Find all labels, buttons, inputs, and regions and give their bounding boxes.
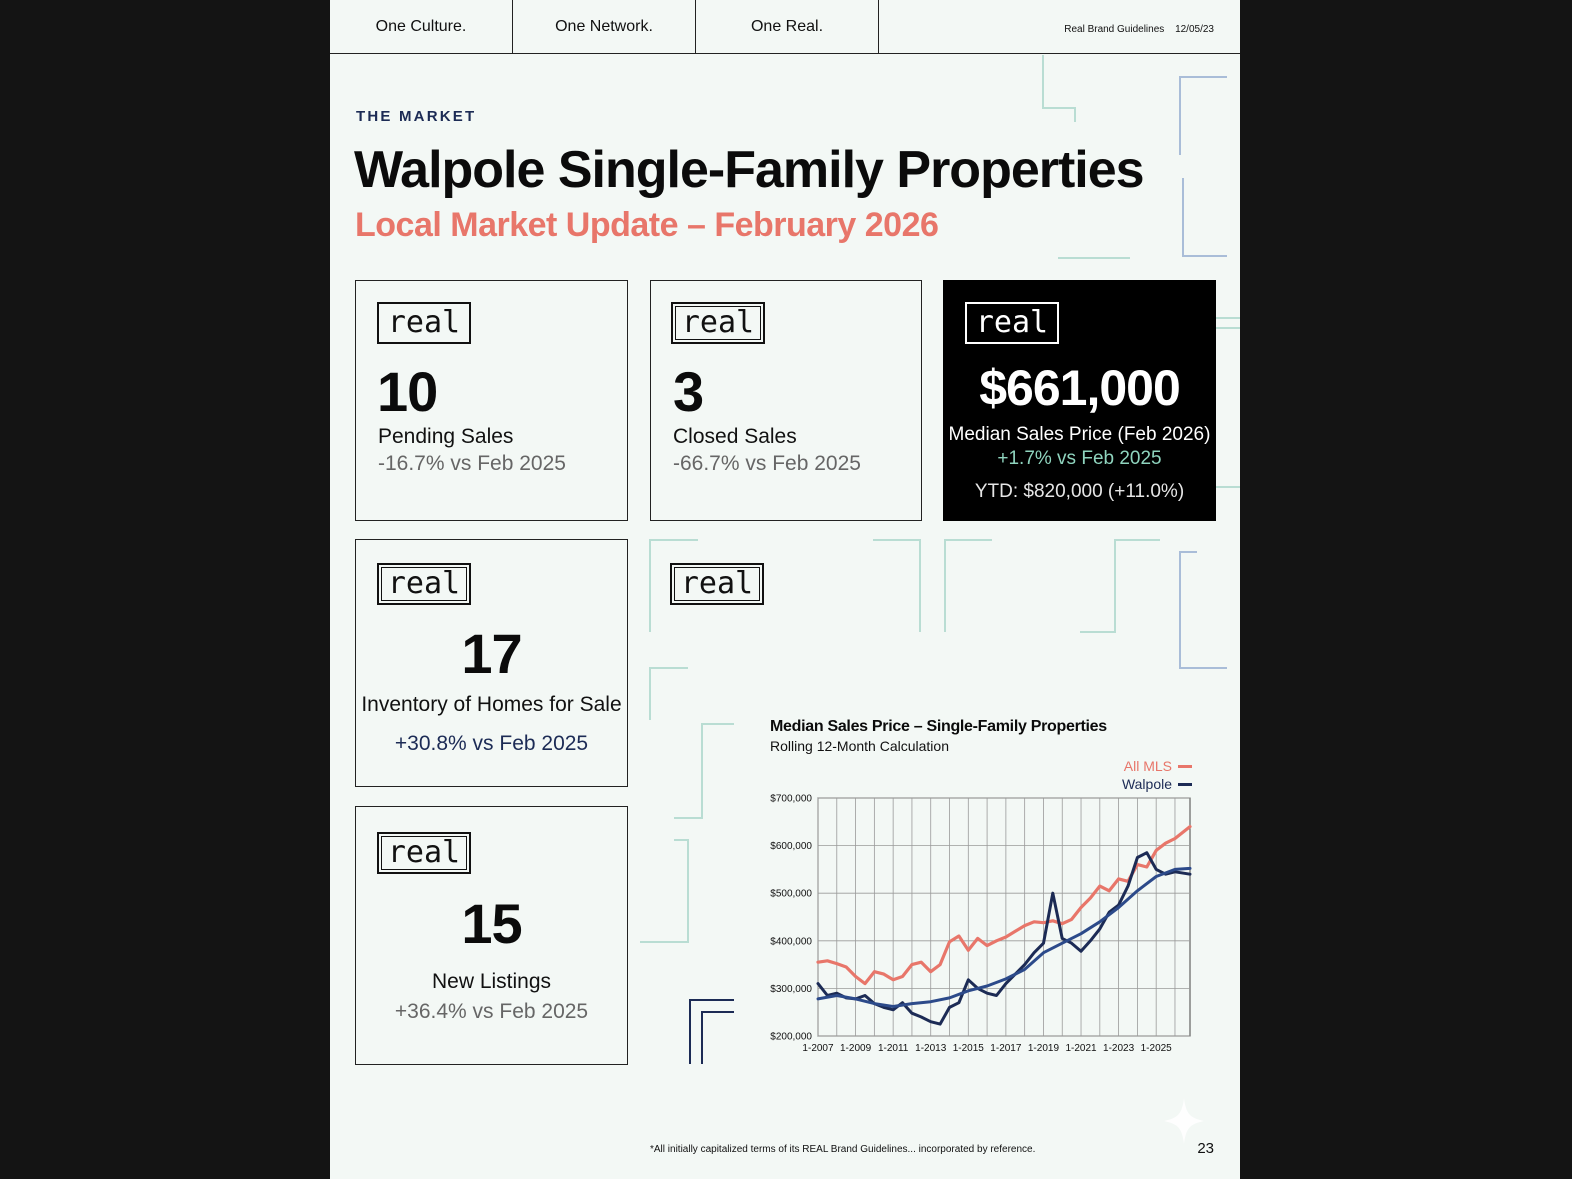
real-logo: real <box>670 563 764 605</box>
inventory-value: 17 <box>461 622 522 685</box>
x-tick-label: 1-2009 <box>840 1043 872 1054</box>
real-logo: real <box>377 832 471 874</box>
page: One Culture. One Network. One Real. Real… <box>330 0 1240 1179</box>
x-tick-label: 1-2025 <box>1141 1043 1173 1054</box>
y-tick-label: $700,000 <box>770 794 812 805</box>
median-delta: +1.7% vs Feb 2025 <box>997 448 1162 469</box>
y-tick-label: $600,000 <box>770 841 812 852</box>
legend-label-walpole: Walpole <box>1121 776 1172 792</box>
page-title: Walpole Single-Family Properties <box>354 141 1145 199</box>
closed-value: 3 <box>673 360 704 423</box>
real-logo: real <box>377 563 471 605</box>
new-listings-value: 15 <box>461 892 522 955</box>
chart-title: Median Sales Price – Single-Family Prope… <box>770 718 1107 735</box>
card-inventory: real 17 Inventory of Homes for Sale +30.… <box>355 539 628 787</box>
pending-value: 10 <box>377 360 438 423</box>
x-tick-label: 1-2013 <box>915 1043 947 1054</box>
nav-meta: Real Brand Guidelines 12/05/23 <box>1056 24 1214 35</box>
x-tick-label: 1-2007 <box>802 1043 834 1054</box>
card-pending-sales: real 10 Pending Sales -16.7% vs Feb 2025 <box>355 280 628 521</box>
decorative-brackets <box>640 55 1240 1064</box>
inventory-delta: +30.8% vs Feb 2025 <box>394 732 589 755</box>
median-label: Median Sales Price (Feb 2026) <box>948 424 1211 445</box>
sparkle-icon <box>1164 1098 1204 1144</box>
section-eyebrow: THE MARKET <box>356 108 477 125</box>
series-line-trend-2 <box>816 866 1192 1008</box>
card-median-price: real $661,000 Median Sales Price (Feb 20… <box>943 280 1216 521</box>
closed-delta: -66.7% vs Feb 2025 <box>673 452 861 475</box>
pending-label: Pending Sales <box>378 425 514 448</box>
median-ytd: YTD: $820,000 (+11.0%) <box>974 481 1185 502</box>
nav-item-network[interactable]: One Network. <box>513 0 696 53</box>
x-tick-label: 1-2015 <box>953 1043 985 1054</box>
x-tick-label: 1-2017 <box>990 1043 1022 1054</box>
new-listings-delta: +36.4% vs Feb 2025 <box>394 1000 589 1023</box>
real-logo: real <box>377 302 471 344</box>
series-line-all-mls <box>816 825 1192 986</box>
guidelines-title: Real Brand Guidelines <box>1064 24 1165 35</box>
y-tick-label: $400,000 <box>770 936 812 947</box>
legend-walpole: Walpole <box>1122 776 1192 792</box>
y-tick-label: $200,000 <box>770 1032 812 1043</box>
card-closed-sales: real 3 Closed Sales -66.7% vs Feb 2025 <box>650 280 922 521</box>
real-logo: real <box>965 302 1059 344</box>
footnote: *All initially capitalized terms of its … <box>650 1144 1036 1155</box>
median-price-chart: $200,000 $300,000 $400,000 $500,000 $600,000… <box>770 794 1192 1054</box>
legend-swatch <box>1178 782 1192 786</box>
y-tick-label: $500,000 <box>770 889 812 900</box>
top-nav: One Culture. One Network. One Real. Real… <box>330 0 1240 54</box>
real-logo: real <box>671 302 765 344</box>
median-value: $661,000 <box>979 360 1181 416</box>
x-tick-label: 1-2019 <box>1028 1043 1060 1054</box>
inventory-label: Inventory of Homes for Sale <box>361 693 622 716</box>
guidelines-date: 12/05/23 <box>1175 24 1214 35</box>
x-tick-label: 1-2011 <box>878 1043 909 1054</box>
pending-delta: -16.7% vs Feb 2025 <box>378 452 566 475</box>
legend-label-all-mls: All MLS <box>1123 758 1172 774</box>
legend-all-mls: All MLS <box>1124 758 1192 774</box>
x-tick-label: 1-2023 <box>1103 1043 1135 1054</box>
plot-frame <box>817 797 1191 1037</box>
nav-item-real[interactable]: One Real. <box>696 0 879 53</box>
nav-item-culture[interactable]: One Culture. <box>330 0 513 53</box>
chart-subtitle: Rolling 12-Month Calculation <box>770 738 949 754</box>
page-subtitle: Local Market Update – February 2026 <box>355 206 939 244</box>
legend-swatch <box>1178 764 1192 768</box>
x-tick-label: 1-2021 <box>1065 1043 1097 1054</box>
page-number: 23 <box>1197 1140 1214 1157</box>
y-tick-label: $300,000 <box>770 984 812 995</box>
closed-label: Closed Sales <box>673 425 797 448</box>
card-new-listings: real 15 New Listings +36.4% vs Feb 2025 <box>355 806 628 1065</box>
new-listings-label: New Listings <box>431 970 552 993</box>
